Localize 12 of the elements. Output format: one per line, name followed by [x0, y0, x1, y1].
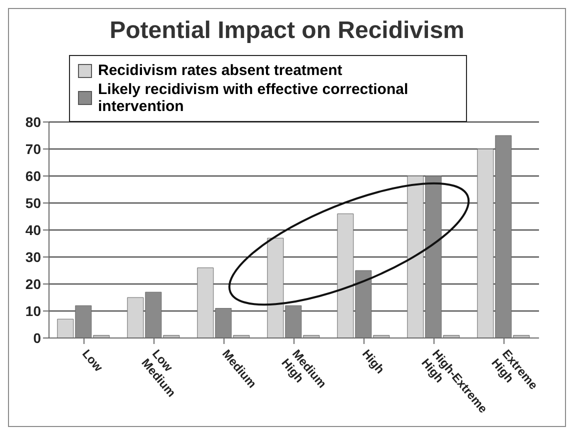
y-tick-label: 80: [25, 114, 42, 130]
legend-label: Likely recidivism with effective correctional intervention: [98, 81, 410, 115]
y-tick-label: 40: [25, 222, 42, 238]
legend-label: Recidivism rates absent treatment: [98, 62, 342, 79]
y-tick-label: 70: [25, 140, 42, 157]
y-tick-label: 60: [25, 168, 42, 184]
chart-title: Potential Impact on Recidivism: [108, 16, 466, 46]
y-tick-label: 30: [25, 248, 42, 265]
y-tick-label: 50: [25, 194, 42, 211]
y-tick-label: 10: [25, 302, 42, 319]
y-tick-label: 20: [25, 276, 42, 292]
y-tick-label: 0: [33, 330, 42, 346]
